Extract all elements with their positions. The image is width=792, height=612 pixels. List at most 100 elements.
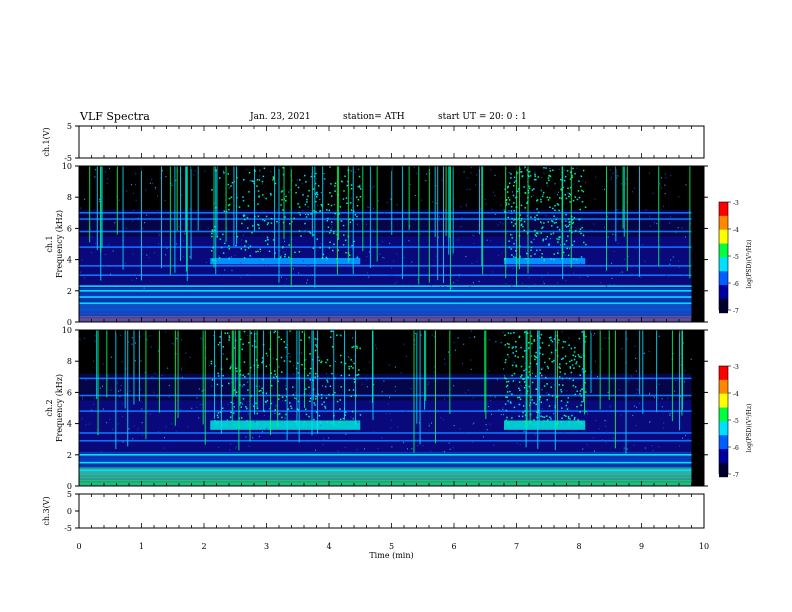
bg-speckle — [140, 400, 142, 402]
sferic-streak — [428, 166, 430, 283]
noise-speckle — [295, 184, 297, 186]
bg-speckle — [630, 266, 632, 268]
colorbar-segment — [719, 271, 728, 275]
noise-speckle — [329, 241, 331, 244]
bg-speckle — [528, 277, 530, 279]
noise-speckle — [270, 402, 273, 405]
bg-speckle — [548, 286, 550, 288]
bg-speckle — [128, 428, 130, 430]
noise-speckle — [561, 407, 563, 409]
bg-speckle — [299, 335, 301, 337]
bg-speckle — [284, 286, 286, 288]
bg-speckle — [502, 407, 504, 409]
bg-speckle — [396, 281, 398, 283]
bg-speckle — [132, 253, 134, 255]
bg-speckle — [444, 209, 446, 211]
noise-speckle — [228, 248, 231, 250]
bg-speckle — [663, 427, 665, 429]
bg-speckle — [181, 376, 183, 379]
noise-speckle — [579, 208, 581, 211]
noise-speckle — [573, 418, 576, 421]
noise-speckle — [582, 169, 585, 172]
noise-speckle — [567, 417, 570, 419]
noise-speckle — [541, 227, 543, 229]
bg-speckle — [405, 410, 407, 412]
low-band-strip — [79, 481, 692, 483]
noise-speckle — [306, 201, 308, 203]
bg-speckle — [557, 251, 559, 253]
noise-speckle — [555, 221, 557, 224]
noise-speckle — [321, 397, 323, 399]
noise-speckle — [510, 205, 513, 208]
colorbar-segment — [719, 446, 728, 450]
noise-speckle — [547, 177, 550, 179]
noise-speckle — [516, 172, 519, 174]
bg-speckle — [394, 390, 396, 392]
bg-speckle — [427, 382, 429, 384]
low-band-strip — [79, 482, 692, 485]
bg-speckle — [366, 255, 368, 258]
noise-speckle — [555, 396, 558, 398]
emission-line — [79, 285, 692, 287]
bg-speckle — [166, 273, 168, 275]
low-band-strip — [79, 476, 692, 479]
colorbar-segment — [719, 218, 728, 222]
bg-speckle — [621, 183, 623, 185]
colorbar-label: log(PSD)(V²/Hz) — [746, 404, 753, 453]
noise-speckle — [216, 414, 219, 417]
noise-speckle — [332, 249, 334, 252]
colorbar-segment — [719, 388, 728, 392]
noise-speckle — [561, 417, 563, 419]
bg-speckle — [214, 202, 216, 204]
noise-speckle — [316, 238, 318, 240]
sferic-streak — [424, 330, 426, 410]
bg-speckle — [90, 252, 92, 254]
noise-speckle — [334, 185, 336, 187]
noise-speckle — [345, 411, 347, 413]
noise-speckle — [340, 386, 342, 388]
bg-speckle — [307, 264, 309, 266]
noise-speckle — [284, 216, 286, 218]
noise-speckle — [244, 376, 246, 378]
noise-speckle — [238, 206, 241, 208]
bg-speckle — [323, 394, 325, 396]
bg-speckle — [465, 203, 467, 205]
sferic-streak — [599, 330, 601, 410]
sferic-streak — [127, 330, 129, 447]
emission-line — [79, 469, 692, 472]
noise-speckle — [295, 191, 297, 194]
colorbar-tick-label: -6 — [733, 281, 739, 288]
noise-speckle — [515, 364, 517, 367]
noise-speckle — [522, 225, 524, 228]
bg-speckle — [675, 231, 677, 233]
bg-speckle — [289, 189, 291, 191]
noise-speckle — [571, 222, 574, 225]
bg-speckle — [318, 356, 320, 358]
bg-speckle — [140, 360, 142, 362]
bg-speckle — [270, 170, 272, 173]
bg-speckle — [205, 261, 207, 264]
bg-speckle — [127, 341, 129, 343]
colorbar-segment — [719, 235, 728, 239]
noise-speckle — [316, 191, 318, 194]
noise-speckle — [240, 338, 242, 341]
bg-speckle — [677, 227, 679, 229]
bg-speckle — [550, 353, 552, 355]
noise-speckle — [571, 414, 573, 417]
noise-speckle — [244, 218, 246, 221]
noise-speckle — [315, 196, 318, 198]
bg-speckle — [286, 278, 288, 280]
bg-speckle — [146, 254, 148, 256]
bg-speckle — [178, 226, 180, 228]
emission-line — [79, 265, 692, 267]
noise-speckle — [318, 414, 321, 417]
bg-speckle — [196, 406, 198, 408]
bg-speckle — [672, 256, 674, 258]
noise-speckle — [235, 391, 238, 393]
noise-speckle — [542, 238, 545, 241]
noise-speckle — [569, 418, 571, 420]
noise-speckle — [210, 362, 213, 365]
bg-speckle — [452, 447, 454, 449]
noise-speckle — [558, 363, 561, 365]
noise-speckle — [535, 351, 537, 354]
